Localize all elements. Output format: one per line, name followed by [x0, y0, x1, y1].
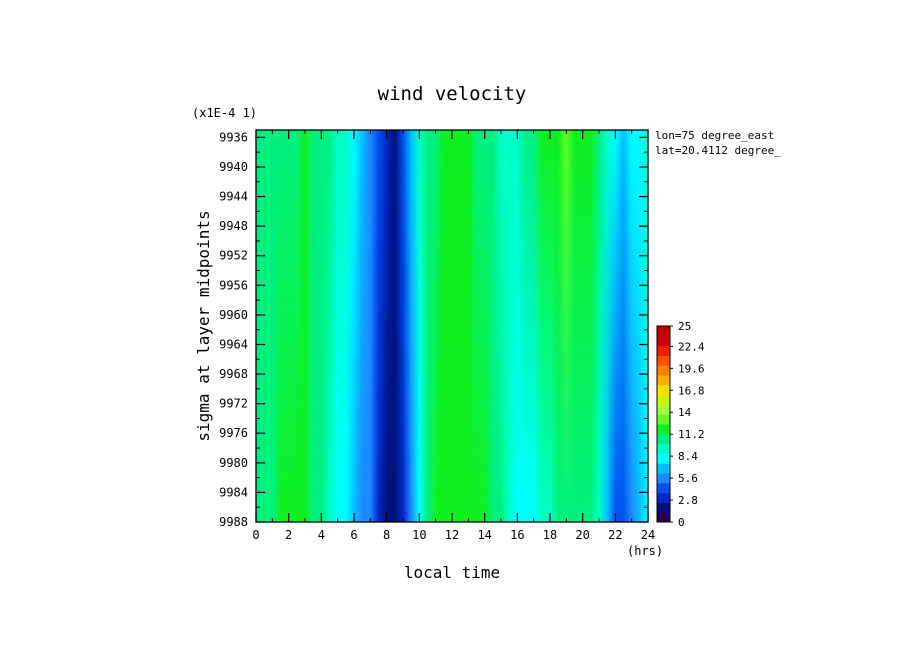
y-tick-label: 9968	[219, 367, 248, 381]
colorbar-tick-label: 16.8	[678, 384, 705, 397]
colorbar-segment	[657, 375, 670, 386]
colorbar-segment	[657, 482, 670, 494]
colorbar-segment	[657, 492, 670, 503]
colorbar-segment	[657, 345, 670, 356]
colorbar-segment	[657, 463, 670, 474]
x-tick-label: 6	[350, 528, 357, 542]
colorbar-tick-label: 19.6	[678, 362, 705, 375]
y-scale-note: (x1E-4 1)	[192, 106, 257, 120]
x-tick-label: 18	[543, 528, 557, 542]
y-tick-label: 9948	[219, 219, 248, 233]
x-tick-label: 10	[412, 528, 426, 542]
field-bottom-layer	[256, 130, 648, 522]
colorbar-frame	[656, 325, 671, 523]
colorbar-segment	[657, 384, 670, 396]
colorbar-tick-label: 11.2	[678, 428, 705, 441]
colorbar-segment	[657, 394, 670, 405]
colorbar-segment	[657, 365, 670, 376]
colorbar: 0 2.8 5.6 8.4 11.2 14 16.8 19.6 22.4 25	[656, 320, 705, 529]
colorbar-segment	[657, 414, 670, 425]
y-tick-label: 9956	[219, 278, 248, 292]
info-lon: lon=75 degree_east	[655, 129, 774, 142]
colorbar-segment	[657, 433, 670, 445]
x-tick-label: 22	[608, 528, 622, 542]
colorbar-segment	[657, 502, 670, 513]
x-tick-label: 8	[383, 528, 390, 542]
x-tick-label: 24	[641, 528, 655, 542]
colorbar-segment	[657, 473, 670, 484]
x-tick-label: 16	[510, 528, 524, 542]
colorbar-tick-label: 5.6	[678, 472, 698, 485]
colorbar-tick-label: 22.4	[678, 340, 705, 353]
info-lat: lat=20.4112 degree_	[655, 144, 781, 157]
y-tick-label: 9988	[219, 515, 248, 529]
x-axis: 0 2 4 6 8 10 12 14 16 18 20 22 24	[252, 130, 655, 542]
x-tick-label: 20	[575, 528, 589, 542]
plot-area	[256, 130, 648, 522]
colorbar-tick-label: 8.4	[678, 450, 698, 463]
colorbar-tick-label: 2.8	[678, 494, 698, 507]
y-tick-label: 9972	[219, 397, 248, 411]
colorbar-segment	[657, 335, 670, 347]
y-tick-label: 9984	[219, 485, 248, 499]
colorbar-segment	[657, 326, 670, 337]
x-tick-label: 14	[477, 528, 491, 542]
x-tick-label: 12	[445, 528, 459, 542]
colorbar-segment	[657, 404, 670, 415]
y-tick-label: 9976	[219, 426, 248, 440]
colorbar-tick-label: 0	[678, 516, 685, 529]
x-tick-label: 2	[285, 528, 292, 542]
y-axis: 9936 9940 9944 9948 9952 9956 9960 9964 9968 9972…	[219, 130, 648, 529]
colorbar-tick-label: 14	[678, 406, 692, 419]
colorbar-tick-label: 25	[678, 320, 691, 333]
y-tick-label: 9936	[219, 130, 248, 144]
x-unit: (hrs)	[627, 544, 663, 558]
y-tick-label: 9952	[219, 249, 248, 263]
x-tick-label: 4	[318, 528, 325, 542]
y-tick-label: 9960	[219, 308, 248, 322]
x-tick-label: 0	[252, 528, 259, 542]
colorbar-segment	[657, 443, 670, 454]
colorbar-segment	[657, 424, 670, 435]
chart-title: wind velocity	[378, 83, 527, 105]
x-axis-label: local time	[404, 563, 500, 582]
y-tick-label: 9940	[219, 160, 248, 174]
colorbar-segment	[657, 453, 670, 464]
y-axis-label: sigma at layer midpoints	[194, 210, 213, 441]
colorbar-segment	[657, 355, 670, 366]
y-tick-label: 9980	[219, 456, 248, 470]
colorbar-segment	[657, 512, 670, 523]
y-tick-label: 9964	[219, 337, 248, 351]
y-tick-label: 9944	[219, 190, 248, 204]
